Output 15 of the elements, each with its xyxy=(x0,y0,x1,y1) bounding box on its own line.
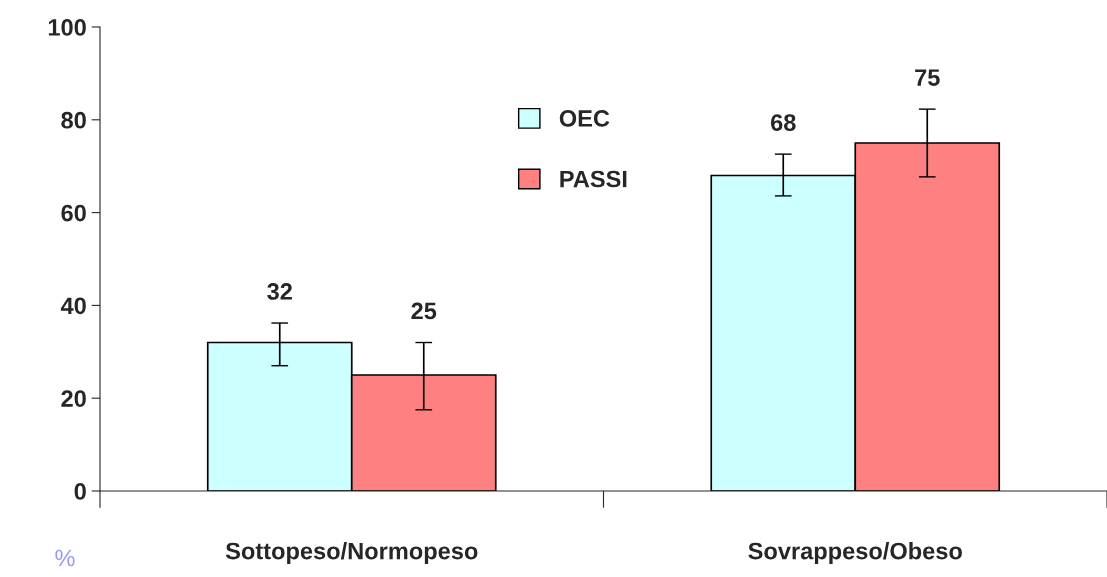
x-tick-label: Sovrappeso/Obeso xyxy=(748,542,962,565)
y-tick-label: 100 xyxy=(48,19,86,36)
legend-label: PASSI xyxy=(560,170,627,188)
y-tick-label: 40 xyxy=(60,297,86,315)
y-tick-label: 60 xyxy=(61,204,86,222)
text: % xyxy=(55,549,75,567)
data-label: 32 xyxy=(267,283,292,300)
data-label: 75 xyxy=(915,69,940,86)
x-tick-label: Sottopeso/Normopeso xyxy=(225,542,478,565)
y-tick-label: 0 xyxy=(74,483,86,500)
data-label: 68 xyxy=(770,114,796,131)
y-tick-label: 20 xyxy=(61,390,86,407)
y-tick-label: 80 xyxy=(61,111,86,129)
data-label: 25 xyxy=(411,302,437,320)
legend-label: OEC xyxy=(559,110,610,127)
